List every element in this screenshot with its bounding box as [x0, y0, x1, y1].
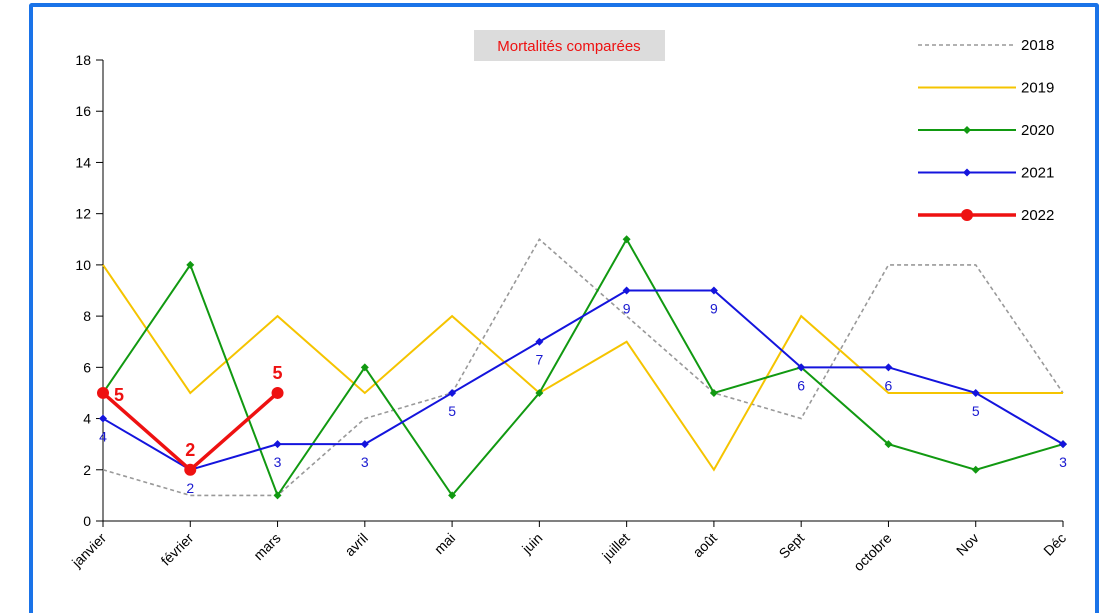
series-lines	[97, 235, 1067, 500]
y-tick-label: 8	[83, 308, 91, 324]
x-tick-label-fevrier: février	[158, 530, 197, 569]
series-line-2019	[102, 264, 1063, 472]
legend-marker-2022	[961, 209, 973, 221]
legend-entry-2020: 2020	[918, 122, 1054, 139]
y-tick-label: 0	[83, 513, 91, 529]
point-2022	[97, 386, 109, 399]
point-2021	[99, 414, 107, 423]
x-tick-label-juillet: juillet	[598, 530, 633, 565]
point-2020	[971, 465, 980, 474]
point-2020	[448, 491, 457, 500]
point-2021	[971, 388, 980, 397]
point-2020	[186, 260, 195, 269]
y-tick-label: 10	[75, 257, 91, 273]
point-2021	[535, 337, 544, 346]
legend-marker-2021	[963, 168, 971, 177]
data-label-2022: 5	[114, 385, 124, 405]
y-tick-label: 2	[83, 462, 91, 478]
chart-title: Mortalités comparées	[474, 30, 665, 61]
point-2021	[448, 388, 457, 397]
legend-label-2018: 2018	[1021, 37, 1054, 54]
legend-label-2021: 2021	[1021, 165, 1054, 182]
data-label-2022: 2	[185, 440, 195, 460]
data-label-2021: 6	[797, 377, 805, 393]
data-label-2021: 4	[99, 429, 107, 445]
y-tick-label: 12	[75, 206, 91, 222]
data-label-2021: 5	[448, 403, 456, 419]
legend-entry-2018: 2018	[918, 37, 1054, 54]
point-2021	[273, 440, 282, 449]
x-tick-label-nov: Nov	[953, 530, 982, 559]
chart-title-background	[474, 30, 665, 61]
point-2020	[709, 388, 718, 397]
y-tick-label: 16	[75, 103, 91, 119]
data-label-2022: 5	[273, 363, 283, 383]
point-2021	[1059, 440, 1067, 449]
legend-label-2022: 2022	[1021, 207, 1054, 224]
y-tick-label: 6	[83, 359, 91, 375]
point-2020	[622, 235, 631, 244]
series-2022	[97, 386, 284, 476]
legend-label-2020: 2020	[1021, 122, 1054, 139]
legend-entry-2021: 2021	[918, 165, 1054, 182]
x-tick-label-dec: Déc	[1040, 530, 1069, 559]
data-label-2021: 9	[623, 301, 631, 317]
point-2020	[884, 440, 893, 449]
y-tick-label: 18	[75, 52, 91, 68]
x-tick-label-mars: mars	[250, 530, 283, 563]
data-label-2021: 5	[972, 403, 980, 419]
legend-label-2019: 2019	[1021, 80, 1054, 97]
series-line-2021	[102, 289, 1064, 471]
chart-canvas: 0 2 4 6 8 10 12 14 16 18 janvier février mars avril ma…	[68, 30, 1069, 574]
chart-title-text: Mortalités comparées	[497, 38, 640, 55]
data-label-2021: 3	[274, 454, 282, 470]
series-line-2018	[102, 238, 1064, 497]
data-label-2021: 7	[535, 352, 543, 368]
x-tick-label-avril: avril	[341, 530, 370, 559]
point-2020	[535, 388, 544, 397]
y-tick-label: 4	[83, 411, 91, 427]
point-2021	[884, 363, 893, 372]
point-2022	[184, 463, 197, 476]
chart-frame: 0 2 4 6 8 10 12 14 16 18 janvier février mars avril ma…	[29, 3, 1099, 613]
point-2020	[360, 363, 369, 372]
legend-entry-2019: 2019	[918, 80, 1054, 97]
legend: 2018 2019 2020 2021 2022	[918, 37, 1054, 224]
x-tick-label-aout: août	[689, 530, 720, 561]
x-tick-label-octobre: octobre	[850, 530, 894, 574]
point-2021	[622, 286, 631, 295]
x-tick-label-sept: Sept	[776, 530, 808, 562]
x-tick-label-janvier: janvier	[68, 530, 109, 571]
point-2021	[360, 440, 369, 449]
point-2021	[797, 363, 806, 372]
point-2021	[709, 286, 718, 295]
series-2019	[102, 264, 1063, 472]
data-label-2021: 9	[710, 301, 718, 317]
point-2020	[273, 491, 282, 500]
series-2018	[102, 238, 1064, 497]
legend-entry-2022: 2022	[918, 207, 1054, 224]
x-tick-label-mai: mai	[431, 530, 458, 557]
point-2022	[271, 386, 284, 399]
data-label-2021: 3	[361, 454, 369, 470]
data-label-2021: 3	[1059, 454, 1067, 470]
data-label-2021: 6	[885, 377, 893, 393]
data-labels: 4 2 3 3 5 7 9 9 6 6 5 3 5 2 5	[99, 301, 1067, 496]
legend-marker-2020	[963, 126, 971, 134]
data-label-2021: 2	[186, 480, 194, 496]
y-tick-label: 14	[75, 154, 91, 170]
x-tick-label-juin: juin	[518, 530, 545, 557]
